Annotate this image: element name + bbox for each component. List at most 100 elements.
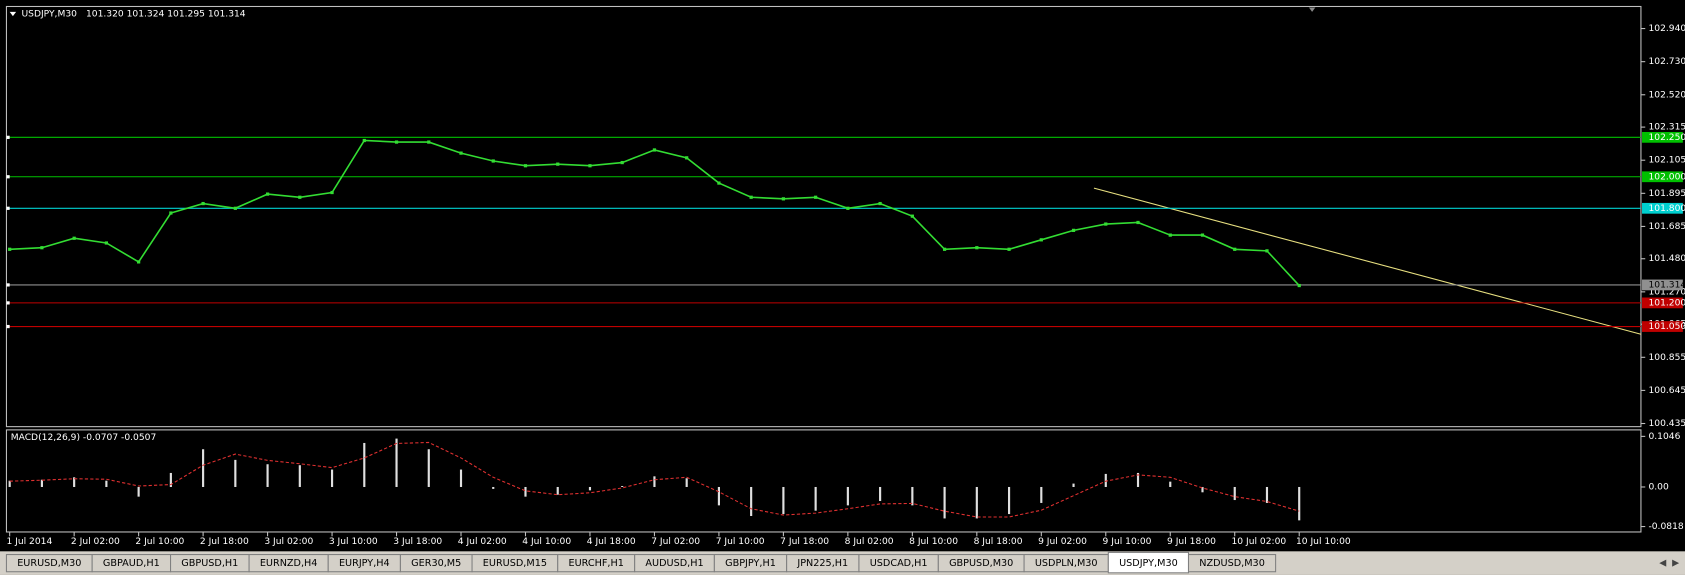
close-point bbox=[459, 151, 463, 155]
tab[interactable]: GBPUSD,M30 bbox=[937, 554, 1025, 573]
tab-label: GBPJPY,H1 bbox=[725, 558, 776, 569]
y-tick-label: 100.435 bbox=[1648, 419, 1685, 429]
level-tag bbox=[1642, 297, 1683, 309]
tab[interactable]: USDPLN,M30 bbox=[1023, 554, 1109, 573]
level-label: 101.200 bbox=[1648, 298, 1685, 308]
close-point bbox=[1200, 233, 1205, 237]
close-point bbox=[169, 211, 173, 215]
tab-label: EURJPY,H4 bbox=[339, 558, 390, 569]
close-point bbox=[652, 148, 657, 152]
level-tag bbox=[1642, 321, 1683, 332]
tab[interactable]: GBPAUD,H1 bbox=[91, 554, 172, 573]
level-label: 101.800 bbox=[1648, 204, 1685, 214]
scroll-right[interactable]: ▶ bbox=[1672, 559, 1679, 569]
macd-bar bbox=[653, 476, 656, 487]
macd-bar bbox=[234, 459, 237, 487]
tab[interactable]: NZDUSD,M30 bbox=[1187, 554, 1277, 573]
y-tick-label: 102.940 bbox=[1648, 24, 1685, 34]
close-point bbox=[1168, 233, 1172, 237]
tab-label: JPN225,H1 bbox=[796, 558, 848, 569]
level-label: 101.314 bbox=[1648, 280, 1685, 290]
tab-label: GBPUSD,M30 bbox=[949, 558, 1013, 569]
x-tick-label: 1 Jul 2014 bbox=[6, 537, 52, 547]
y-tick-label: 100.855 bbox=[1648, 353, 1685, 363]
scroll-left[interactable]: ◀ bbox=[1659, 559, 1666, 569]
close-point bbox=[556, 162, 560, 166]
x-tick-label: 8 Jul 10:00 bbox=[909, 537, 958, 547]
x-tick-label: 7 Jul 02:00 bbox=[651, 537, 700, 547]
tab-label: AUDUSD,H1 bbox=[645, 558, 703, 569]
tab[interactable]: USDCAD,H1 bbox=[858, 554, 939, 573]
trend-line[interactable] bbox=[1093, 187, 1642, 335]
macd-bar bbox=[943, 486, 946, 519]
macd-bar bbox=[427, 449, 430, 487]
x-tick-label: 8 Jul 18:00 bbox=[974, 537, 1023, 547]
close-point bbox=[717, 181, 721, 185]
macd-bar bbox=[266, 464, 269, 487]
tab-box bbox=[1187, 554, 1277, 573]
tab[interactable]: EURCHF,H1 bbox=[557, 554, 636, 573]
macd-bar bbox=[717, 486, 720, 506]
level-tag bbox=[1642, 171, 1683, 183]
tab[interactable]: USDJPY,M30 bbox=[1107, 551, 1190, 574]
y-tick-label: 102.105 bbox=[1648, 156, 1685, 166]
close-point bbox=[685, 156, 689, 160]
macd-bar bbox=[169, 472, 172, 487]
macd-bar bbox=[685, 478, 688, 487]
tab[interactable]: JPN225,H1 bbox=[786, 554, 860, 573]
macd-bar bbox=[1040, 486, 1043, 503]
tab[interactable]: GBPJPY,H1 bbox=[713, 554, 788, 573]
close-point bbox=[362, 138, 366, 143]
collapse-icon[interactable] bbox=[9, 11, 17, 17]
macd-bar bbox=[814, 486, 817, 511]
tab[interactable]: GBPUSD,H1 bbox=[170, 554, 250, 573]
close-point bbox=[942, 247, 947, 251]
tab[interactable]: EURUSD,M30 bbox=[5, 554, 93, 573]
tab[interactable]: EURNZD,H4 bbox=[248, 554, 329, 573]
tab[interactable]: EURJPY,H4 bbox=[327, 554, 401, 573]
close-point bbox=[233, 206, 237, 210]
tab-label: USDPLN,M30 bbox=[1035, 558, 1098, 569]
close-point bbox=[878, 201, 882, 206]
level-handle bbox=[6, 175, 10, 179]
close-point bbox=[201, 201, 205, 206]
macd-bar bbox=[1233, 486, 1236, 501]
close-point bbox=[330, 190, 334, 195]
x-tick-label: 9 Jul 02:00 bbox=[1038, 537, 1087, 547]
close-point bbox=[1233, 247, 1237, 251]
macd-bar bbox=[750, 486, 753, 517]
tab-label: NZDUSD,M30 bbox=[1199, 558, 1265, 569]
y-tick-label: 101.480 bbox=[1648, 254, 1685, 264]
tab[interactable]: EURUSD,M15 bbox=[471, 554, 559, 573]
x-tick-label: 2 Jul 18:00 bbox=[200, 537, 249, 547]
tab[interactable]: AUDUSD,H1 bbox=[634, 554, 715, 573]
price-pane bbox=[5, 5, 1642, 428]
macd-bar bbox=[395, 438, 398, 487]
tab-label: USDJPY,M30 bbox=[1119, 558, 1178, 569]
level-handle bbox=[6, 135, 10, 139]
macd-bar bbox=[588, 486, 592, 491]
tab[interactable]: GER30,M5 bbox=[399, 554, 473, 573]
macd-bar bbox=[73, 477, 76, 487]
macd-bar bbox=[105, 480, 108, 487]
level-handle bbox=[6, 206, 10, 210]
close-point bbox=[1136, 220, 1140, 225]
close-point bbox=[427, 140, 431, 144]
tab-label: GER30,M5 bbox=[411, 558, 461, 569]
tab-label: GBPUSD,H1 bbox=[181, 558, 238, 569]
close-point bbox=[620, 160, 624, 165]
macd-bar bbox=[202, 449, 205, 487]
x-tick-label: 7 Jul 10:00 bbox=[716, 537, 765, 547]
close-point bbox=[588, 164, 592, 168]
close-point bbox=[491, 159, 495, 163]
macd-bar bbox=[1298, 486, 1301, 521]
close-point bbox=[298, 195, 302, 199]
macd-bar bbox=[846, 486, 849, 506]
tab-label: USDCAD,H1 bbox=[870, 558, 928, 569]
macd-bar bbox=[556, 486, 559, 495]
macd-bar bbox=[40, 479, 43, 487]
tab-label: EURNZD,H4 bbox=[260, 558, 318, 569]
macd-bar bbox=[1007, 486, 1011, 515]
macd-bar bbox=[363, 442, 366, 487]
